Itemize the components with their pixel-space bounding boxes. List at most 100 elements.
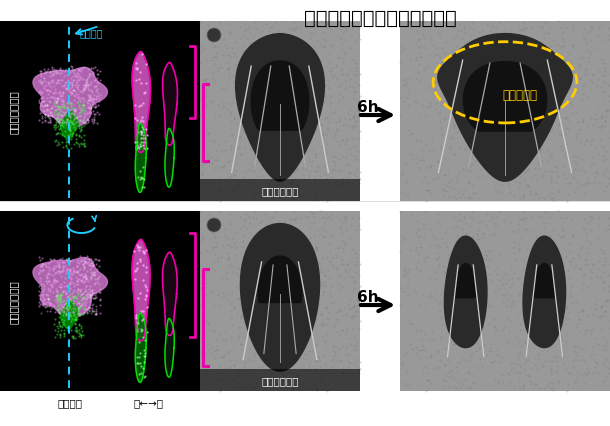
Point [246, 269, 256, 276]
Point [53, 130, 63, 137]
Point [290, 163, 300, 170]
Point [237, 341, 246, 348]
Point [200, 83, 210, 89]
Point [292, 167, 302, 174]
Point [443, 357, 453, 364]
Point [223, 250, 233, 257]
Point [523, 372, 533, 379]
Point [195, 210, 205, 216]
Point [243, 98, 253, 104]
Point [248, 368, 257, 375]
Point [221, 269, 231, 276]
Point [564, 78, 573, 84]
Point [207, 327, 217, 334]
Point [240, 169, 249, 176]
Point [316, 379, 326, 386]
Point [571, 109, 581, 116]
Point [74, 281, 84, 288]
Point [433, 158, 443, 165]
Point [295, 365, 304, 371]
Point [254, 231, 264, 238]
Point [74, 103, 84, 109]
Point [58, 97, 68, 104]
Point [87, 260, 97, 267]
Point [63, 79, 73, 86]
Point [207, 288, 217, 295]
Point [261, 73, 271, 80]
Point [286, 363, 296, 370]
Point [71, 295, 81, 302]
Point [290, 106, 300, 112]
Point [293, 90, 303, 97]
Point [65, 122, 74, 129]
Point [454, 91, 464, 98]
Polygon shape [258, 256, 302, 303]
Point [416, 55, 426, 61]
Point [290, 309, 300, 316]
Point [232, 178, 242, 185]
Point [68, 130, 77, 137]
Point [336, 216, 345, 223]
Point [80, 83, 90, 89]
Point [321, 26, 331, 32]
Point [301, 214, 311, 221]
Point [324, 69, 334, 75]
Point [415, 77, 425, 84]
Point [81, 120, 90, 127]
Point [61, 305, 71, 311]
Point [61, 268, 71, 275]
Point [546, 366, 556, 373]
Point [53, 77, 63, 84]
Point [402, 80, 412, 86]
Point [348, 315, 357, 322]
Point [307, 338, 317, 345]
Point [277, 370, 287, 377]
Point [553, 231, 562, 238]
Point [306, 19, 315, 26]
Point [62, 266, 72, 273]
Point [484, 82, 494, 89]
Point [453, 273, 463, 280]
Point [138, 316, 148, 322]
Point [605, 226, 610, 233]
Point [291, 318, 301, 325]
Point [558, 337, 567, 344]
Point [568, 23, 578, 29]
Point [62, 311, 71, 317]
Point [355, 318, 365, 325]
Point [52, 278, 62, 285]
Point [526, 381, 536, 388]
Point [323, 267, 333, 274]
Point [135, 144, 145, 150]
Point [83, 92, 93, 99]
Point [284, 334, 293, 341]
Point [331, 193, 340, 200]
Point [319, 163, 329, 170]
Point [514, 185, 524, 192]
Point [71, 114, 81, 121]
Point [590, 179, 600, 186]
Point [52, 112, 62, 119]
Point [245, 220, 254, 227]
Point [59, 259, 69, 265]
Point [531, 380, 541, 387]
Point [275, 271, 285, 278]
Point [436, 143, 445, 150]
Polygon shape [534, 264, 554, 298]
Point [240, 280, 250, 287]
Point [327, 212, 337, 219]
Point [62, 305, 72, 312]
Point [509, 80, 519, 87]
Point [250, 20, 260, 26]
Point [466, 279, 476, 286]
Point [59, 110, 69, 117]
Point [349, 312, 359, 319]
Point [470, 79, 480, 86]
Point [91, 308, 101, 315]
Point [74, 293, 84, 300]
Point [486, 112, 496, 119]
Point [73, 308, 83, 315]
Polygon shape [33, 68, 107, 130]
Point [214, 44, 223, 51]
Point [331, 343, 341, 350]
